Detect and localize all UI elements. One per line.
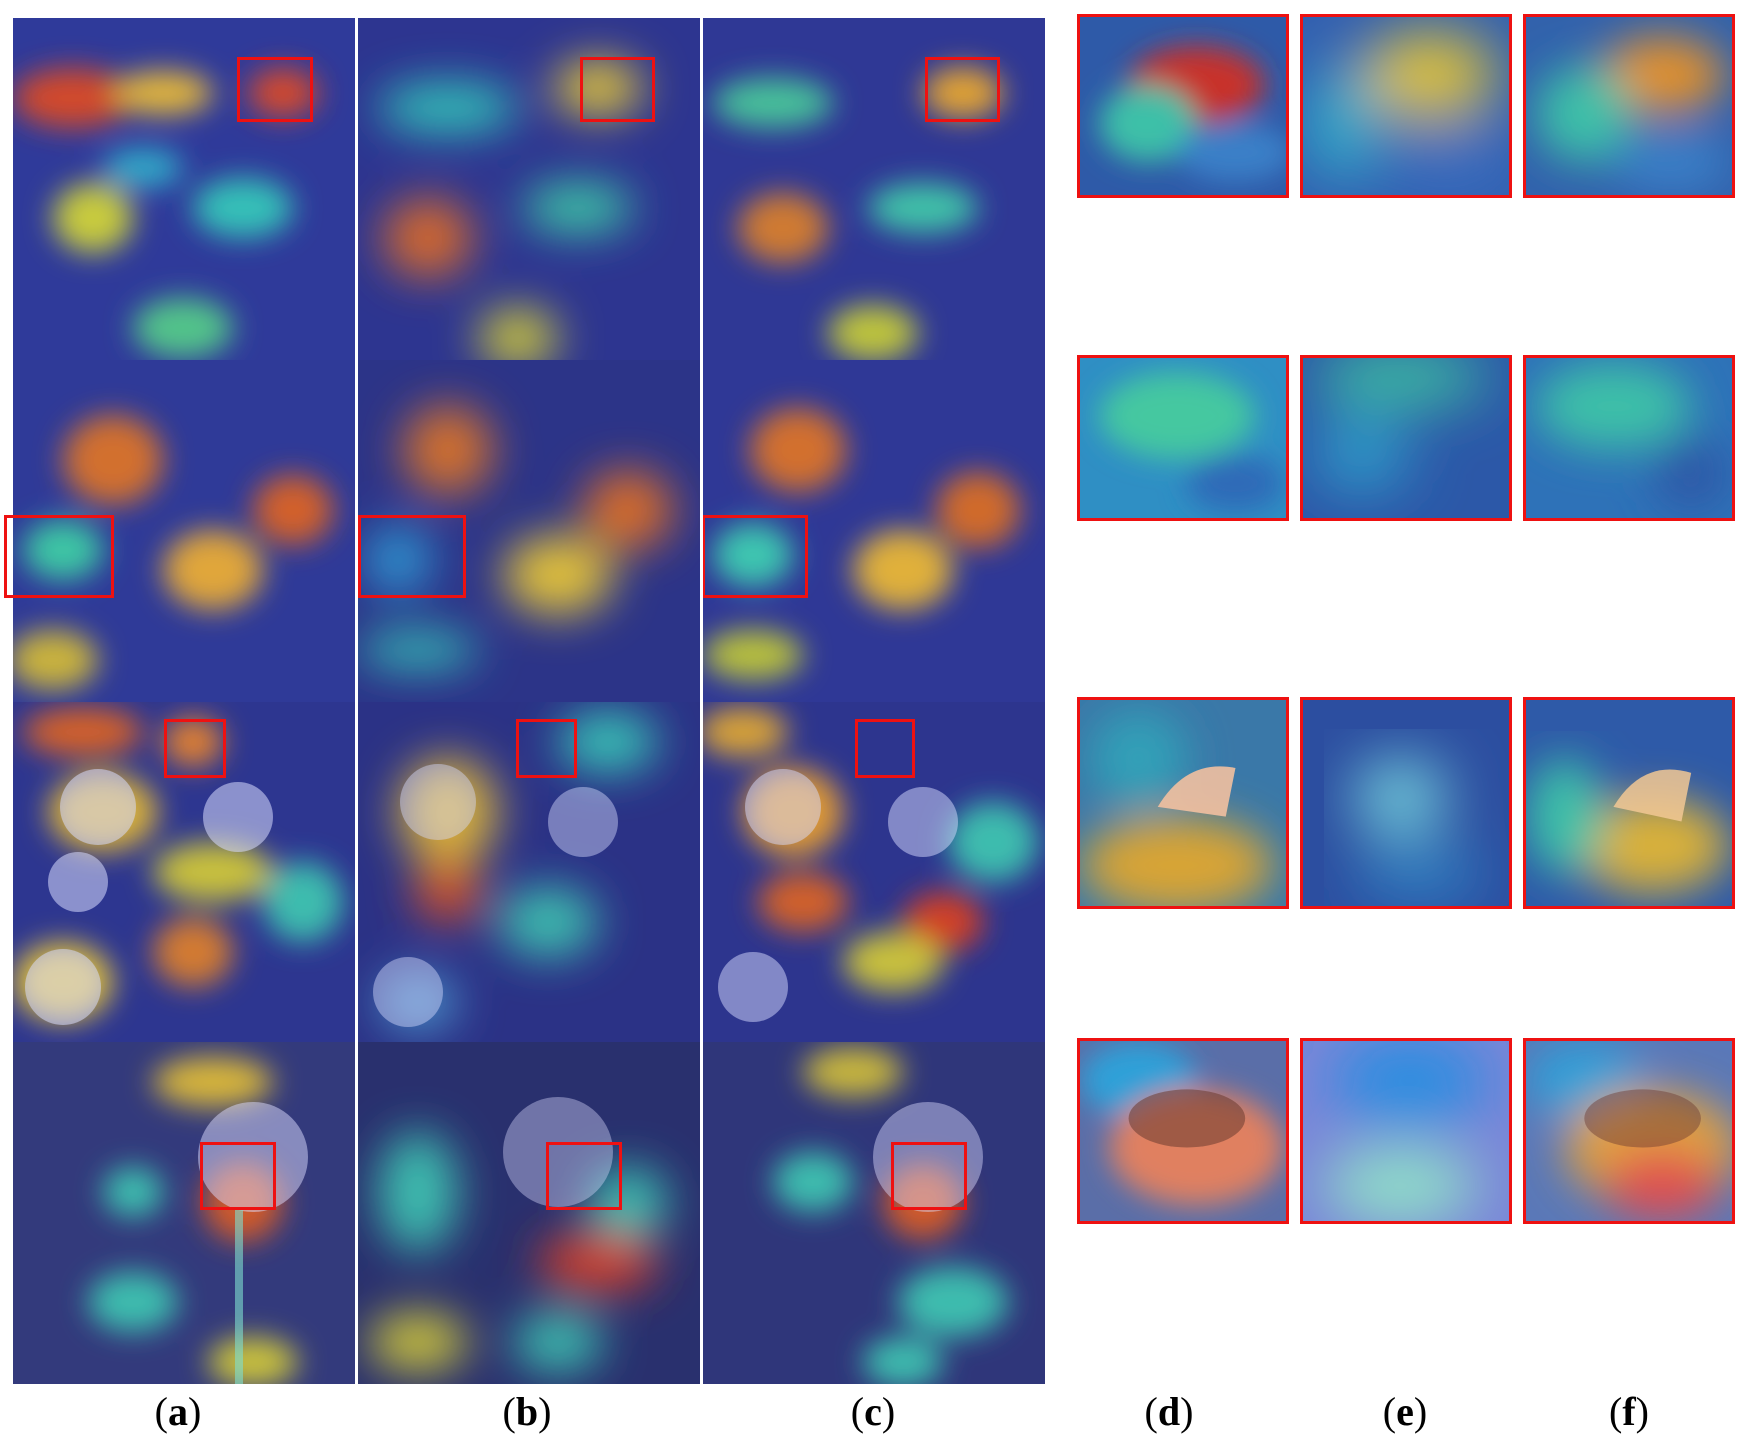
heatmap-b-row4 — [358, 1042, 700, 1384]
heatmap-a-row3 — [13, 702, 355, 1042]
highlight-box-b-row2 — [358, 515, 466, 598]
heatmap-b-row3 — [358, 702, 700, 1042]
heatmap-c-row2 — [703, 360, 1045, 702]
zoom-d-row3 — [1077, 697, 1289, 909]
highlight-box-a-row3 — [164, 719, 226, 778]
highlight-box-a-row2 — [4, 515, 114, 598]
heatmap-b-row2 — [358, 360, 700, 702]
zoom-d-row1 — [1077, 14, 1289, 198]
highlight-box-c-row4 — [891, 1142, 967, 1210]
column-label-c: (c) — [850, 1389, 896, 1434]
zoom-f-row2 — [1523, 355, 1735, 521]
zoom-f-row4 — [1523, 1038, 1735, 1224]
highlight-box-a-row4 — [200, 1142, 276, 1210]
highlight-box-c-row1 — [925, 57, 1000, 122]
highlight-box-c-row3 — [855, 719, 915, 778]
column-label-d: (d) — [1144, 1389, 1194, 1434]
zoom-f-row3 — [1523, 697, 1735, 909]
zoom-d-row2 — [1077, 355, 1289, 521]
highlight-box-c-row2 — [702, 515, 808, 598]
column-label-b: (b) — [502, 1389, 552, 1434]
heatmap-b-row1 — [358, 18, 700, 360]
highlight-box-b-row1 — [580, 57, 655, 122]
heatmap-a-row1 — [13, 18, 355, 360]
zoom-e-row3 — [1300, 697, 1512, 909]
zoom-f-row1 — [1523, 14, 1735, 198]
heatmap-a-row2 — [13, 360, 355, 702]
column-divider — [700, 18, 703, 1384]
highlight-box-b-row3 — [516, 719, 577, 778]
zoom-e-row4 — [1300, 1038, 1512, 1224]
column-label-f: (f) — [1609, 1389, 1649, 1434]
column-label-a: (a) — [154, 1389, 202, 1434]
column-divider — [355, 18, 358, 1384]
zoom-d-row4 — [1077, 1038, 1289, 1224]
heatmap-a-row4 — [13, 1042, 355, 1384]
highlight-box-a-row1 — [237, 57, 313, 122]
column-label-e: (e) — [1382, 1389, 1428, 1434]
heatmap-c-row1 — [703, 18, 1045, 360]
heatmap-c-row4 — [703, 1042, 1045, 1384]
heatmap-c-row3 — [703, 702, 1045, 1042]
highlight-box-b-row4 — [546, 1142, 622, 1210]
zoom-e-row1 — [1300, 14, 1512, 198]
zoom-e-row2 — [1300, 355, 1512, 521]
